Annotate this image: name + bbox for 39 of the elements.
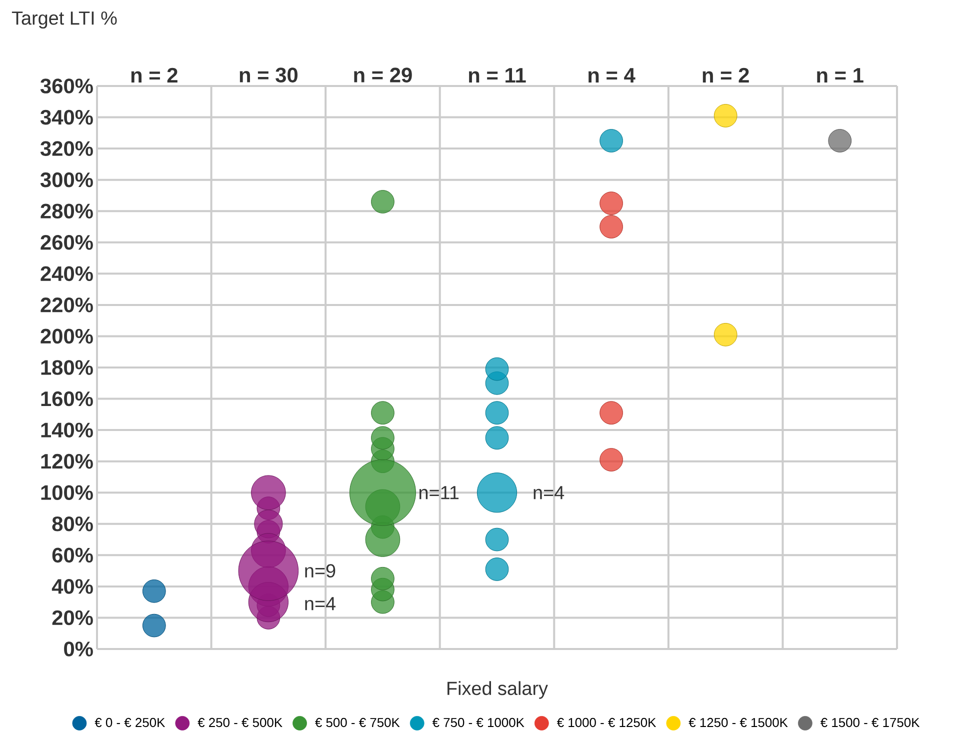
y-tick-label: 200%	[40, 328, 93, 344]
y-tick-label: 160%	[41, 391, 93, 406]
y-tick-label: 140%	[41, 422, 93, 438]
x-tick-label: n = 29	[354, 68, 412, 82]
x-axis-title: Fixed salary	[448, 681, 548, 699]
legend-label: € 500 - € 750K	[315, 718, 400, 728]
x-tick-label: n = 4	[588, 68, 636, 82]
y-tick-label: 60%	[52, 548, 93, 563]
y-tick-label: 0%	[64, 642, 93, 656]
y-tick-label: 300%	[40, 172, 93, 188]
y-tick-label: 280%	[40, 204, 93, 219]
y-tick-label: 260%	[40, 234, 93, 250]
annotation: n=9	[305, 564, 336, 578]
y-tick-label: 20%	[52, 610, 93, 626]
y-tick-label: 320%	[40, 141, 93, 156]
x-tick-label: n = 2	[131, 68, 178, 82]
y-tick-label: 240%	[40, 266, 93, 282]
legend-label: € 0 - € 250K	[94, 718, 166, 728]
x-tick-label: n = 11	[469, 68, 526, 82]
x-tick-label: n = 30	[240, 68, 298, 82]
legend-label: € 250 - € 500K	[198, 718, 282, 728]
y-tick-label: 120%	[41, 454, 93, 469]
y-tick-label: 100%	[41, 485, 93, 500]
y-tick-label: 220%	[40, 298, 93, 312]
legend-label: € 750 - € 1000K	[432, 718, 524, 728]
chart-title: Target LTI %	[12, 11, 117, 29]
annotation: n=4	[534, 486, 564, 500]
x-tick-label: n = 1	[817, 68, 864, 82]
y-tick-label: 360%	[40, 78, 93, 94]
x-tick-label: n = 2	[702, 68, 749, 82]
y-tick-label: 80%	[52, 516, 93, 532]
y-tick-label: 40%	[52, 579, 93, 594]
legend-label: € 1000 - € 1250K	[556, 718, 656, 728]
annotation: n=4	[305, 597, 336, 610]
annotation: n=11	[419, 486, 459, 500]
legend-label: € 1500 - € 1750K	[820, 718, 920, 728]
y-tick-label: 180%	[41, 360, 93, 375]
y-tick-label: 340%	[40, 110, 93, 125]
legend-label: € 1250 - € 1500K	[688, 718, 788, 728]
